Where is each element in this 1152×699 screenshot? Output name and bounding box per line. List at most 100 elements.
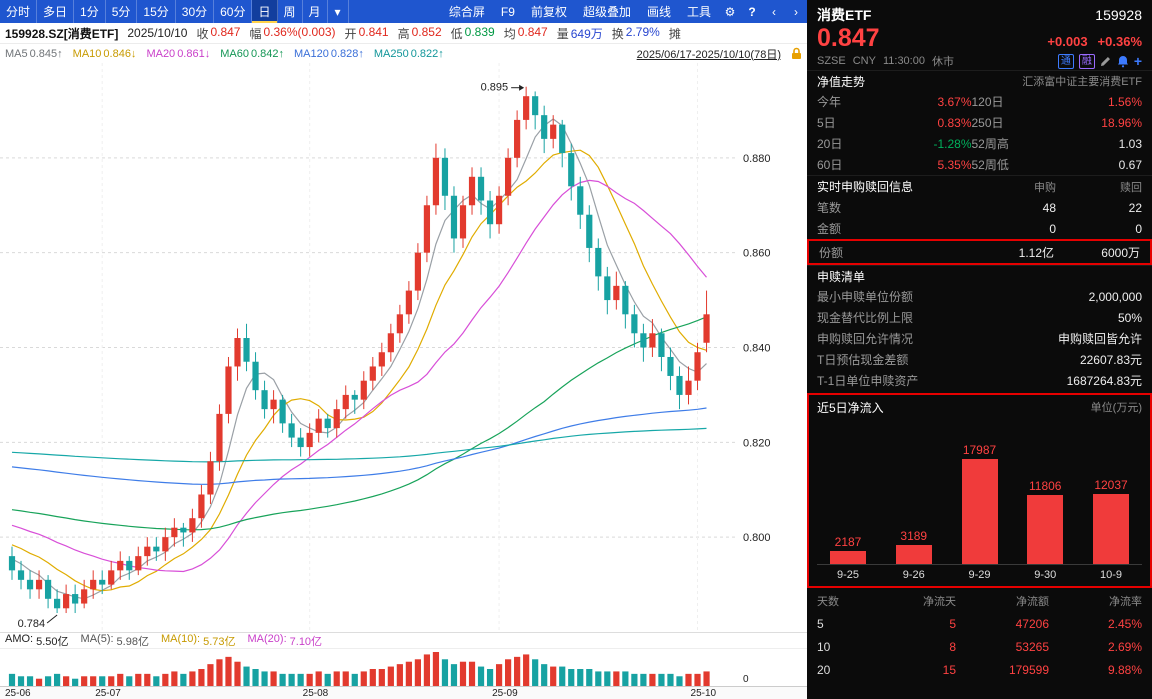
flow-bar	[961, 459, 998, 564]
help-icon[interactable]: ?	[748, 4, 756, 19]
collapse-left-icon[interactable]: ‹	[772, 4, 776, 19]
etf-name: 消费ETF	[817, 6, 872, 23]
currency-label: CNY	[852, 55, 876, 67]
amo-label: AMO:	[5, 632, 34, 645]
realtime-section-header: 实时申购赎回信息 申购 赎回	[807, 175, 1152, 197]
flow-value-label: 3189	[900, 529, 928, 543]
amo-number: 5.50亿	[36, 635, 69, 648]
quote-bar: 159928.SZ[消费ETF] 2025/10/10 收 0.847 幅 0.36%…	[0, 23, 807, 44]
subscribe-value: 0	[1049, 221, 1056, 236]
collapse-right-icon[interactable]: ›	[794, 4, 798, 19]
flow-value-label: 12037	[1094, 478, 1128, 492]
quote-field: 幅 0.36%(0.003)	[249, 25, 335, 42]
flow-table-header: 天数 净流天 净流额 净流率	[817, 589, 1142, 612]
gear-icon[interactable]: ⚙	[724, 4, 736, 19]
date-label: 2025/10/10	[127, 26, 188, 40]
period-tab-7[interactable]: 日	[252, 0, 278, 23]
flow-table-cell: 10	[817, 639, 831, 654]
lock-icon[interactable]	[791, 47, 802, 60]
x-axis-labels: 25-06 25-07 25-08 25-09 25-10	[0, 686, 807, 699]
period-tabs: 分时 多日 1分 5分 15分 30分 60分日周月	[0, 0, 328, 23]
redeem-value: 0	[1135, 221, 1142, 236]
toolbar-tool-4[interactable]: 画线	[646, 5, 671, 19]
svg-text:0.840: 0.840	[743, 343, 771, 355]
perf-value: 0.67	[1118, 157, 1142, 172]
etf-code: 159928	[1095, 6, 1142, 23]
toolbar-tool-2[interactable]: 前复权	[530, 5, 567, 19]
flow-table-cell: 15	[942, 662, 956, 677]
toolbar-tool-1[interactable]: F9	[500, 4, 515, 19]
candlestick-chart[interactable]: 0.880 0.860 0.840 0.820 0.800 0.895 0.784	[0, 63, 807, 632]
flow-value-label: 11806	[1029, 479, 1062, 493]
list-row-value: 申购赎回皆允许	[1057, 332, 1142, 346]
flow-table-header-cell: 净流率	[1109, 595, 1142, 608]
period-tab-3[interactable]: 5分	[106, 0, 138, 23]
list-row-label: 申购赎回允许情况	[817, 332, 914, 346]
flow-table-cell: 20	[817, 662, 831, 677]
list-row: T日预估现金差额 22607.83元	[807, 349, 1152, 370]
ma-label: MA10	[72, 47, 102, 60]
exchange-label: SZSE	[817, 55, 846, 67]
flow-table-header-cell: 净流额	[1016, 595, 1049, 608]
redeem-col-header: 赎回	[1120, 181, 1142, 194]
price-chart-svg[interactable]: 0.880 0.860 0.840 0.820 0.800 0.895 0.784	[0, 63, 807, 632]
period-tab-9[interactable]: 月	[303, 0, 328, 23]
period-tab-4[interactable]: 15分	[137, 0, 176, 23]
flow-unit-label: 单位(万元)	[1090, 402, 1142, 414]
flow-bar	[895, 545, 932, 564]
bell-icon[interactable]	[1117, 55, 1129, 68]
quote-field: 开 0.841	[345, 25, 389, 42]
period-tab-0[interactable]: 分时	[0, 0, 38, 23]
nav-trend-row: 净值走势 汇添富中证主要消费ETF	[807, 70, 1152, 91]
period-tab-5[interactable]: 30分	[176, 0, 215, 23]
price-row: 0.847 +0.003 +0.36%	[807, 24, 1152, 52]
date-range-link[interactable]: 2025/06/17-2025/10/10(78日)	[636, 48, 781, 61]
flow-stats-table: 天数 净流天 净流额 净流率 5 5 47206 2.45% 10 8 53265 2.69% 20 15…	[807, 588, 1152, 681]
list-row-value: 50%	[1117, 310, 1142, 325]
toolbar-tool-0[interactable]: 综合屏	[448, 5, 485, 19]
ma-value: MA10 0.846↓	[73, 48, 137, 60]
svg-text:0.860: 0.860	[743, 248, 771, 260]
period-tab-6[interactable]: 60分	[214, 0, 253, 23]
flow-table-cell: 53265	[1015, 639, 1049, 654]
market-status-row: SZSE CNY 11:30:00 休市 通 融 +	[807, 52, 1152, 70]
volume-indicator-bar: AMO: 5.50亿 MA(5): 5.98亿 MA(10): 5.73亿 MA(20): 7…	[0, 632, 807, 648]
chevron-down-icon[interactable]: ▾	[328, 0, 349, 23]
list-row-value: 1687264.83元	[1066, 374, 1142, 388]
quote-field-label: 换	[611, 26, 624, 41]
fund-name: 汇添富中证主要消费ETF	[1022, 76, 1142, 88]
x-axis-label: 25-09	[492, 688, 518, 699]
nav-trend-link[interactable]: 净值走势	[817, 74, 866, 89]
edit-icon[interactable]	[1100, 55, 1112, 67]
quote-field: 均 0.847	[504, 25, 548, 42]
list-rows: 最小申赎单位份额 2,000,000 现金替代比例上限 50% 申购赎回允许情况 申购赎回…	[807, 286, 1152, 391]
add-icon[interactable]: +	[1133, 53, 1142, 69]
svg-text:0.800: 0.800	[743, 532, 771, 544]
svg-text:0.895: 0.895	[481, 82, 509, 94]
flow-bar-group: 11806	[1018, 479, 1072, 564]
quote-field: 收 0.847	[196, 25, 240, 42]
toolbar-tool-3[interactable]: 超级叠加	[582, 5, 631, 19]
subscribe-value: 48	[1042, 200, 1056, 215]
period-tab-2[interactable]: 1分	[74, 0, 106, 23]
quote-field-label: 摊	[668, 26, 681, 41]
toolbar-tools: 综合屏 F9 前复权 超级叠加 画线 工具	[441, 0, 719, 23]
toolbar-tool-5[interactable]: 工具	[686, 5, 711, 19]
quote-field-label: 高	[397, 26, 410, 41]
period-tab-1[interactable]: 多日	[37, 0, 75, 23]
price-change-pct: +0.36%	[1097, 34, 1142, 49]
volume-chart[interactable]: 0	[0, 648, 807, 687]
flow-value-label: 2187	[834, 535, 862, 549]
flow-table-cell: 5	[949, 616, 956, 631]
ma-value: MA250 0.822↑	[374, 48, 444, 60]
flow-table-row: 10 8 53265 2.69%	[817, 635, 1142, 658]
period-tab-8[interactable]: 周	[278, 0, 303, 23]
toolbar: 分时 多日 1分 5分 15分 30分 60分日周月 ▾ 综合屏 F9 前复权 超级叠加 画线 工具 …	[0, 0, 807, 23]
list-row: 最小申赎单位份额 2,000,000	[807, 286, 1152, 307]
quote-field-label: 低	[450, 26, 463, 41]
panel-header: 消费ETF 159928	[807, 0, 1152, 24]
symbol-label[interactable]: 159928.SZ[消费ETF]	[5, 26, 119, 41]
quote-field-label: 均	[503, 26, 516, 41]
quote-panel: 消费ETF 159928 0.847 +0.003 +0.36% SZSE CN…	[807, 0, 1152, 699]
volume-chart-svg[interactable]	[0, 649, 807, 687]
